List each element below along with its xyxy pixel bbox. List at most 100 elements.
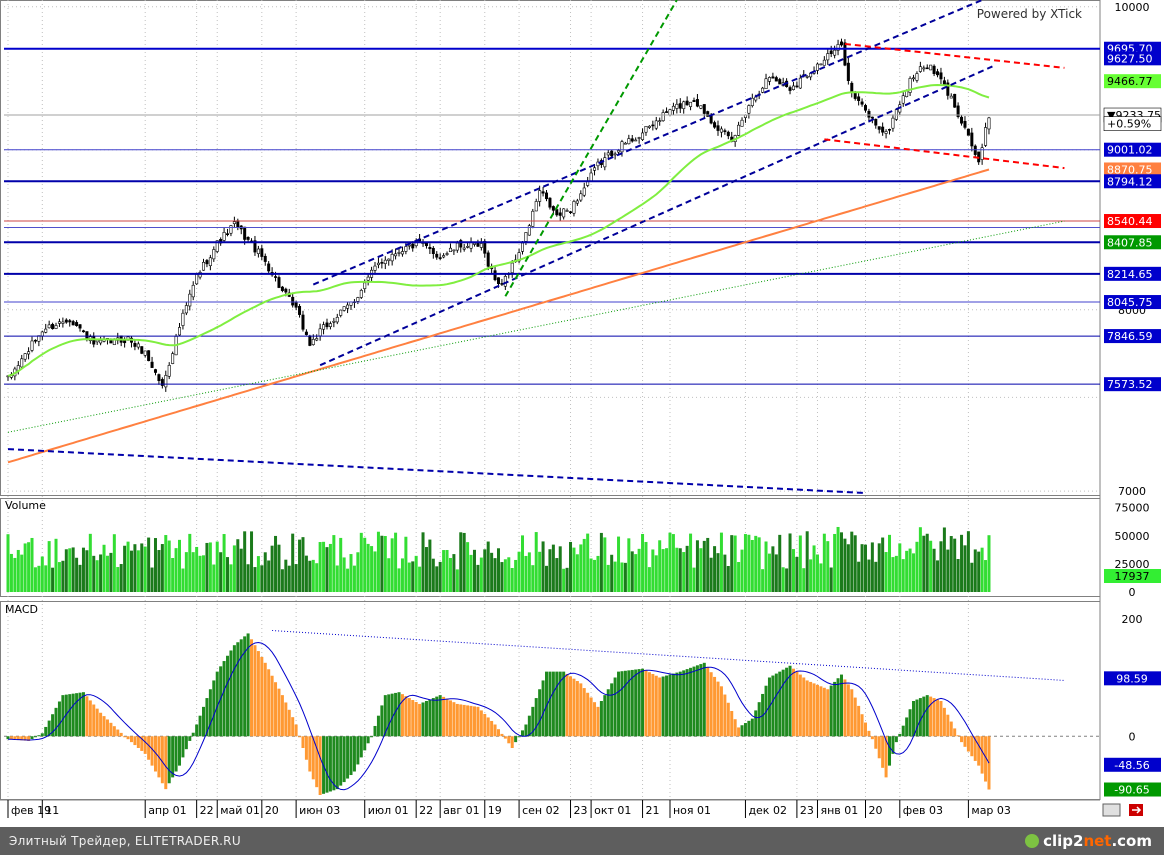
macd-bar [424, 701, 428, 737]
volume-bar [479, 557, 483, 592]
volume-bar [936, 560, 940, 592]
volume-bar [92, 555, 96, 592]
candle-body [702, 104, 706, 114]
footer-source-text: Элитный Трейдер, ELITETRADER.RU [9, 834, 241, 848]
macd-bar [713, 676, 717, 737]
candle-body [771, 76, 775, 79]
macd-bar [411, 700, 415, 737]
volume-bar [301, 537, 305, 592]
macd-marker-box [1104, 757, 1161, 772]
macd-bar [925, 695, 929, 737]
candle-body [339, 309, 343, 316]
macd-signal-line [7, 641, 990, 791]
candle-body [548, 197, 552, 208]
volume-bar [503, 559, 507, 592]
candle-body [150, 361, 154, 368]
macd-bar [833, 681, 837, 737]
volume-bar [181, 568, 185, 592]
volume-bar [651, 549, 655, 592]
macd-bar [671, 673, 675, 737]
volume-bar [723, 554, 727, 592]
candle-body [57, 321, 61, 324]
date-tick-label: июн 03 [299, 804, 340, 817]
macd-bar [277, 688, 281, 737]
macd-bar [462, 704, 466, 737]
volume-bar [102, 544, 106, 592]
macd-bar [881, 736, 885, 768]
candle-body [565, 210, 569, 212]
macd-bar [548, 671, 552, 737]
volume-bar [682, 552, 686, 592]
macd-bar [274, 682, 278, 737]
volume-bar [867, 559, 871, 592]
macd-bar [260, 656, 264, 737]
macd-bar [678, 671, 682, 737]
price-marker-box [1104, 235, 1161, 250]
volume-bar [572, 547, 576, 592]
volume-bar [366, 543, 370, 592]
macd-bar [901, 725, 905, 737]
volume-tick-label: 75000 [1115, 502, 1150, 515]
date-tick-label: дек 02 [748, 804, 787, 817]
candle-body [394, 253, 398, 257]
candle-body [164, 375, 168, 388]
macd-bar [922, 696, 926, 737]
macd-bar [140, 736, 144, 751]
volume-bar [195, 546, 199, 592]
scroll-toggle-icon[interactable] [1102, 803, 1121, 817]
volume-bar [284, 559, 288, 592]
candle-body [280, 286, 284, 291]
volume-bar [864, 544, 867, 592]
candle-body [328, 323, 332, 327]
macd-bar [737, 727, 741, 737]
macd-bar [514, 736, 518, 743]
candle-body [695, 99, 699, 107]
macd-bar [898, 733, 902, 737]
macd-bar [37, 735, 41, 737]
candle-body [798, 77, 802, 89]
date-tick-label: 19 [488, 804, 502, 817]
volume-bar [356, 552, 360, 592]
macd-bar [802, 677, 806, 737]
candle-body [627, 138, 631, 145]
candle-body [836, 44, 840, 51]
volume-bar [363, 537, 367, 592]
macd-bar [418, 703, 422, 737]
volume-bar [620, 562, 624, 592]
candle-body [716, 125, 720, 131]
volume-bar [987, 535, 991, 592]
volume-bar [545, 565, 549, 592]
macd-bar [562, 671, 566, 737]
candle-body [78, 324, 82, 329]
candle-body [709, 115, 713, 124]
volume-bar [270, 545, 274, 592]
candle-body [815, 63, 819, 71]
volume-bar [260, 565, 264, 592]
volume-bar [263, 552, 267, 592]
volume-bar [472, 549, 476, 592]
volume-bar [184, 552, 188, 592]
macd-bar [839, 674, 843, 737]
candle-body [960, 116, 964, 124]
candle-body [520, 242, 524, 252]
volume-bar [397, 568, 401, 592]
macd-marker-label: 98.59 [1116, 672, 1148, 685]
macd-bar [23, 736, 27, 741]
macd-bar [325, 736, 329, 793]
macd-bar [939, 701, 943, 737]
volume-bar [33, 567, 37, 592]
volume-bar [414, 555, 418, 592]
candle-body [346, 304, 350, 309]
candle-body [949, 95, 953, 99]
macd-bar [857, 705, 861, 737]
candle-body [569, 211, 573, 214]
macd-bar [894, 736, 898, 743]
candle-body [284, 288, 288, 293]
volume-bar [661, 549, 665, 592]
macd-bar [222, 661, 226, 737]
price-marker-label: 7846.59 [1107, 330, 1153, 343]
candle-body [541, 191, 545, 194]
volume-bar [966, 531, 970, 592]
clip2net-logo[interactable]: clip2net.com [1025, 827, 1152, 855]
volume-bar [394, 532, 398, 592]
